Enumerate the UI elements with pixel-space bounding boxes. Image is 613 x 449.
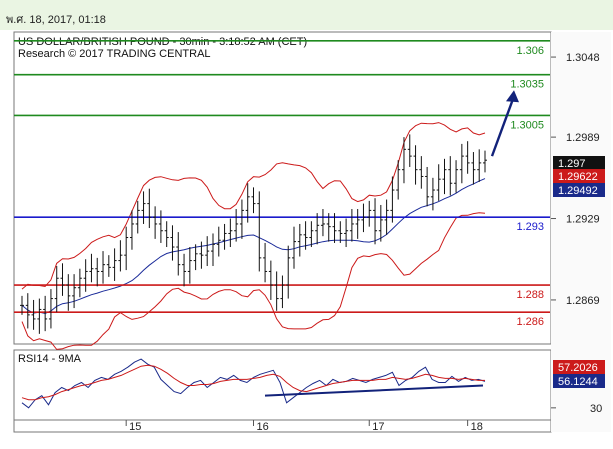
level-label: 1.3035 xyxy=(510,79,544,91)
price-tag-label: 57.2026 xyxy=(558,362,598,374)
price-tag xyxy=(553,360,605,374)
timestamp-bar: พ.ศ. 18, 2017, 01:18 xyxy=(0,0,613,30)
y-tick-label: 1.2989 xyxy=(566,132,600,144)
price-tag-label: 1.29622 xyxy=(558,171,598,183)
y-tick-label: 1.2869 xyxy=(566,295,600,307)
x-tick-label: 17 xyxy=(372,421,384,433)
upper-band-line xyxy=(21,122,486,290)
price-tag xyxy=(553,169,605,183)
level-label: 1.3005 xyxy=(510,119,544,131)
level-label: 1.288 xyxy=(516,289,544,301)
rsi-title: RSI14 - 9MA xyxy=(18,353,82,365)
price-tag xyxy=(553,156,605,170)
price-tag xyxy=(553,374,605,388)
x-tick-label: 18 xyxy=(471,421,483,433)
x-tick-label: 16 xyxy=(257,421,269,433)
target-arrow-head xyxy=(506,90,519,103)
rsi-tick-label: 30 xyxy=(590,403,602,415)
price-tag-label: 1.297 xyxy=(558,158,586,170)
target-arrow-shaft xyxy=(490,95,516,157)
x-tick-label: 15 xyxy=(129,421,141,433)
rsi-ma-line xyxy=(21,364,485,401)
rsi-trendline xyxy=(264,384,484,397)
price-tag xyxy=(553,183,605,197)
level-label: 1.306 xyxy=(516,45,544,57)
level-label: 1.286 xyxy=(516,316,544,328)
lower-band-line xyxy=(21,212,486,350)
timestamp-label: พ.ศ. 18, 2017, 01:18 xyxy=(6,14,106,26)
level-label: 1.293 xyxy=(516,221,544,233)
chart-title: US DOLLAR/BRITISH POUND - 30min - 3:18:5… xyxy=(18,36,307,48)
moving-average-line xyxy=(21,178,486,315)
y-tick-label: 1.3048 xyxy=(566,52,600,64)
y-tick-label: 1.2929 xyxy=(566,214,600,226)
price-tag-label: 56.1244 xyxy=(558,376,598,388)
chart-subtitle: Research © 2017 TRADING CENTRAL xyxy=(18,48,211,60)
price-tag-label: 1.29492 xyxy=(558,185,598,197)
rsi-panel xyxy=(13,349,552,421)
